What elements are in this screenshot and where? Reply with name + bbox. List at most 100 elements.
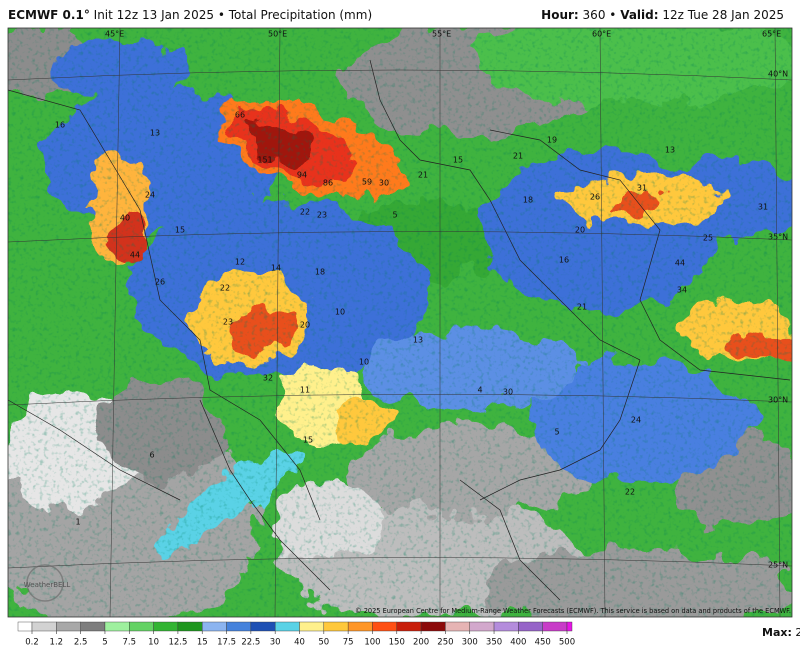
max-value: 212 xyxy=(795,626,800,639)
map xyxy=(8,28,792,617)
map-value: 31 xyxy=(637,184,647,193)
logo-mark xyxy=(26,564,64,602)
lat-label: 30°N xyxy=(768,396,788,405)
colorbar-swatch xyxy=(202,621,227,632)
map-value: 4 xyxy=(477,386,482,395)
colorbar-swatch xyxy=(469,621,495,632)
colorbar-swatch xyxy=(153,621,179,632)
map-value: 19 xyxy=(547,136,557,145)
map-value: 5 xyxy=(554,428,559,437)
colorbar-label: 10 xyxy=(148,638,159,648)
map-value: 86 xyxy=(323,179,333,188)
credit: © 2025 European Centre for Medium-Range … xyxy=(355,607,791,615)
lon-label: 50°E xyxy=(268,30,287,39)
colorbar-swatch xyxy=(56,621,81,632)
map-value: 16 xyxy=(55,121,65,130)
colorbar-label: 0.2 xyxy=(25,638,39,648)
map-value: 22 xyxy=(300,208,310,217)
map-value: 151 xyxy=(257,156,272,165)
colorbar-label: 100 xyxy=(364,638,380,648)
map-value: 13 xyxy=(150,129,160,138)
max-label: Max: xyxy=(762,626,792,639)
map-value: 10 xyxy=(335,308,345,317)
colorbar-swatch xyxy=(566,621,573,632)
colorbar-swatch xyxy=(17,621,33,632)
product: Total Precipitation (mm) xyxy=(228,8,372,22)
map-value: 59 xyxy=(362,178,372,187)
colorbar-label: 300 xyxy=(462,638,478,648)
borders xyxy=(8,59,791,601)
colorbar-swatch xyxy=(542,621,568,632)
map-value: 26 xyxy=(155,278,165,287)
lat-label: 25°N xyxy=(768,561,788,570)
map-value: 20 xyxy=(575,226,585,235)
map-value: 18 xyxy=(523,196,533,205)
valid: 12z Tue 28 Jan 2025 xyxy=(662,8,784,22)
colorbar-label: 500 xyxy=(559,638,575,648)
sep: • xyxy=(609,8,616,22)
model: ECMWF 0.1° xyxy=(8,8,90,22)
colorbar-swatch xyxy=(226,621,252,632)
colorbar-label: 5 xyxy=(102,638,107,648)
map-value: 11 xyxy=(300,386,310,395)
map-frame xyxy=(7,27,793,618)
colorbar-swatch xyxy=(445,621,470,632)
map-value: 21 xyxy=(418,171,428,180)
map-value: 15 xyxy=(175,226,185,235)
colorbar-label: 150 xyxy=(389,638,405,648)
colorbar-swatch xyxy=(177,621,203,632)
colorbar-label: 200 xyxy=(413,638,429,648)
lon-label: 45°E xyxy=(105,30,124,39)
colorbar-label: 400 xyxy=(510,638,526,648)
colorbar-swatch xyxy=(420,621,446,632)
header-left: ECMWF 0.1° Init 12z 13 Jan 2025 • Total … xyxy=(8,8,372,22)
map-value: 26 xyxy=(590,193,600,202)
map-value: 23 xyxy=(223,318,233,327)
colorbar-label: 75 xyxy=(343,638,354,648)
map-value: 10 xyxy=(359,358,369,367)
max: Max: 212 xyxy=(762,626,800,639)
map-value: 15 xyxy=(303,436,313,445)
map-value: 23 xyxy=(317,211,327,220)
colorbar-swatch xyxy=(493,621,519,632)
colorbar-swatch xyxy=(129,621,154,632)
colorbar-swatch xyxy=(250,621,276,632)
map-value: 24 xyxy=(145,191,155,200)
map-value: 44 xyxy=(675,259,685,268)
colorbar-label: 7.5 xyxy=(123,638,137,648)
lon-label: 60°E xyxy=(592,30,611,39)
map-value: 18 xyxy=(315,268,325,277)
hour-label: Hour: xyxy=(541,8,579,22)
map-value: 34 xyxy=(677,286,687,295)
map-value: 15 xyxy=(453,156,463,165)
colorbar-swatch xyxy=(372,621,397,632)
sep: • xyxy=(218,8,225,22)
colorbar-swatch xyxy=(396,621,422,632)
colorbar-swatch xyxy=(274,621,300,632)
map-value: 24 xyxy=(631,416,641,425)
lat-label: 40°N xyxy=(768,70,788,79)
init: Init 12z 13 Jan 2025 xyxy=(94,8,214,22)
header-right: Hour: 360 • Valid: 12z Tue 28 Jan 2025 xyxy=(541,8,784,22)
map-value: 22 xyxy=(625,488,635,497)
colorbar-label: 350 xyxy=(486,638,502,648)
map-value: 22 xyxy=(220,284,230,293)
hour: 360 xyxy=(583,8,606,22)
colorbar-label: 17.5 xyxy=(217,638,236,648)
map-value: 13 xyxy=(665,146,675,155)
valid-label: Valid: xyxy=(620,8,658,22)
colorbar-swatch xyxy=(323,621,349,632)
map-value: 40 xyxy=(120,214,130,223)
colorbar-label: 30 xyxy=(270,638,281,648)
map-value: 30 xyxy=(503,388,513,397)
map-value: 21 xyxy=(513,152,523,161)
colorbar-label: 50 xyxy=(318,638,329,648)
map-value: 44 xyxy=(130,251,140,260)
colorbar-label: 40 xyxy=(294,638,305,648)
colorbar-label: 12.5 xyxy=(168,638,187,648)
colorbar-label: 2.5 xyxy=(74,638,88,648)
map-value: 1 xyxy=(75,518,80,527)
colorbar-label: 450 xyxy=(535,638,551,648)
map-value: 32 xyxy=(263,374,273,383)
